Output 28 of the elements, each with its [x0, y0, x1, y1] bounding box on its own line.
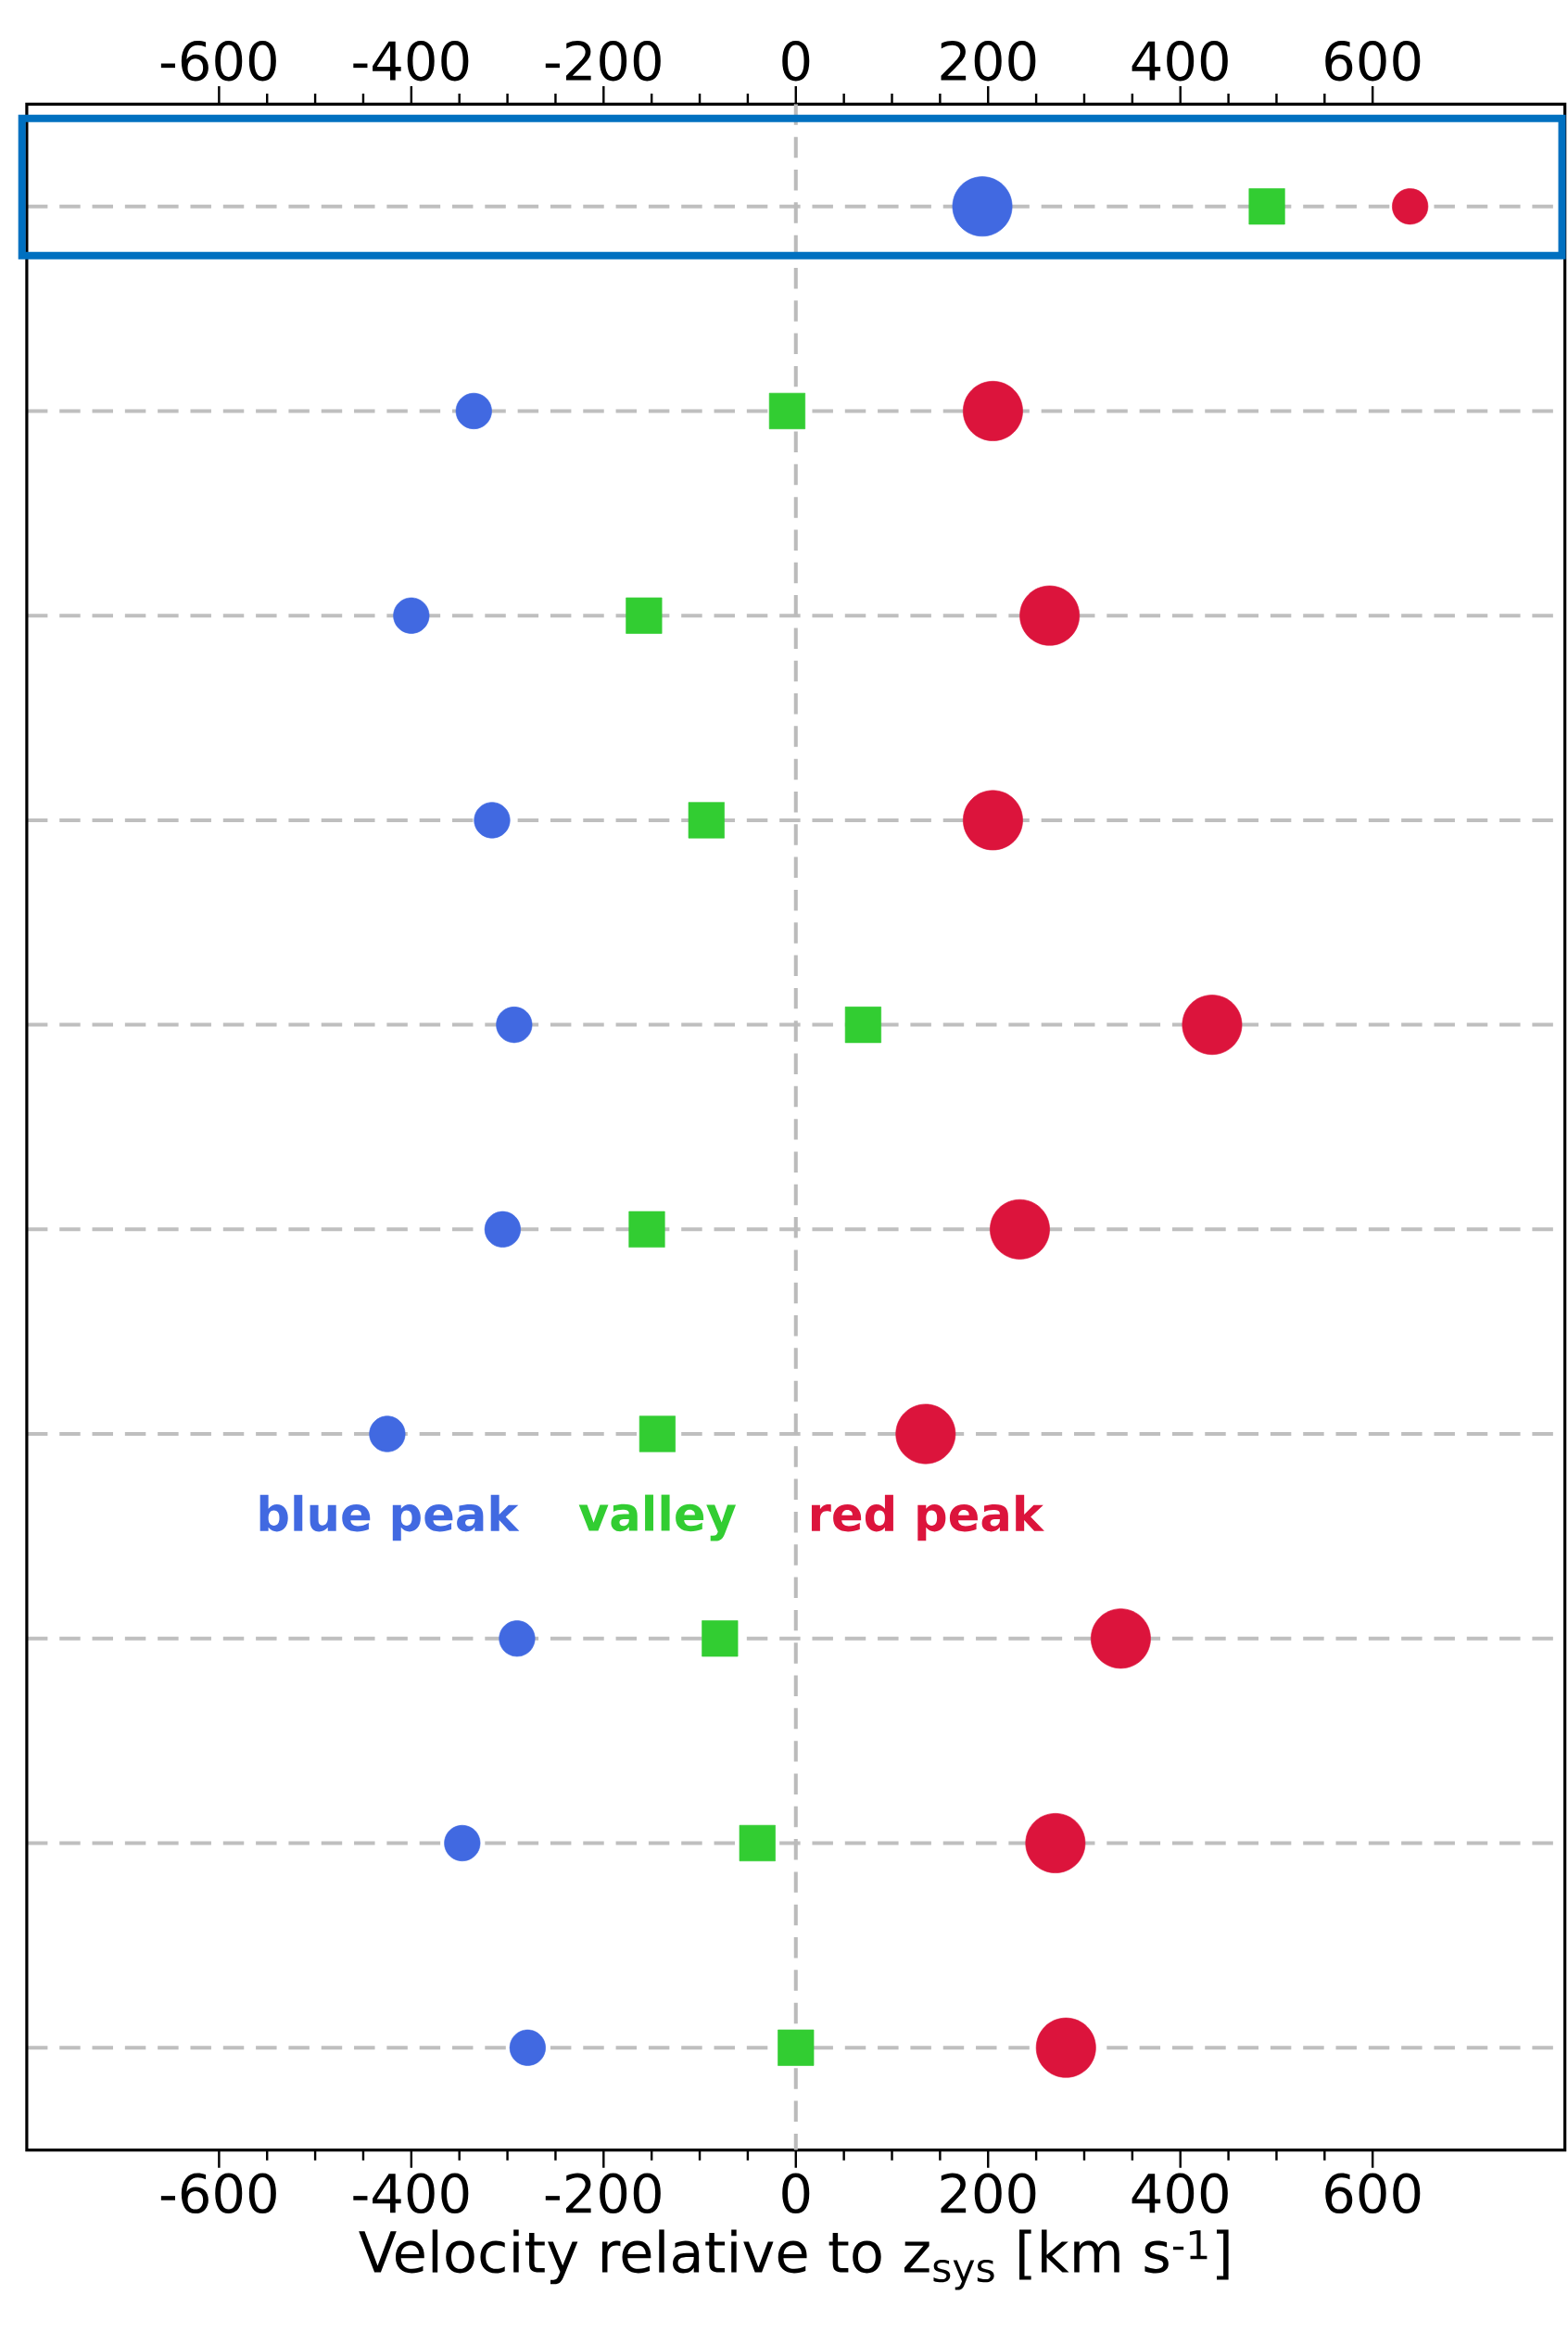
series-label: red peak — [812, 1494, 1044, 1541]
x-tick-label: 400 — [1132, 2173, 1228, 2214]
point — [628, 1211, 665, 1248]
point — [639, 1415, 677, 1452]
series-label: blue peak — [259, 1494, 520, 1541]
x2-tick-label: 200 — [941, 40, 1036, 82]
point — [778, 2029, 815, 2066]
x2-tick-label: -200 — [545, 40, 661, 82]
point — [702, 1620, 739, 1657]
x-tick-label: -400 — [353, 2173, 469, 2214]
x2-tick-label: 600 — [1325, 40, 1421, 82]
point — [768, 392, 806, 430]
x-axis-title: Velocity relative to z$_{sys}$ [km s$^{-1}$] — [359, 2229, 1229, 2290]
x-tick-label: 600 — [1325, 2173, 1421, 2214]
point — [688, 802, 725, 839]
point — [739, 1824, 776, 1862]
x2-tick-label: 400 — [1132, 40, 1228, 82]
x2-tick-label: 0 — [782, 40, 810, 82]
x2-tick-label: -600 — [160, 40, 276, 82]
x-tick-label: -200 — [545, 2173, 661, 2214]
point — [1248, 188, 1285, 225]
point — [844, 1007, 882, 1044]
x-tick-label: 0 — [782, 2173, 810, 2214]
x2-tick-label: -400 — [353, 40, 469, 82]
x-tick-label: 200 — [941, 2173, 1036, 2214]
x-tick-label: -600 — [160, 2173, 276, 2214]
series-label: valley — [578, 1494, 737, 1541]
point — [626, 597, 663, 634]
